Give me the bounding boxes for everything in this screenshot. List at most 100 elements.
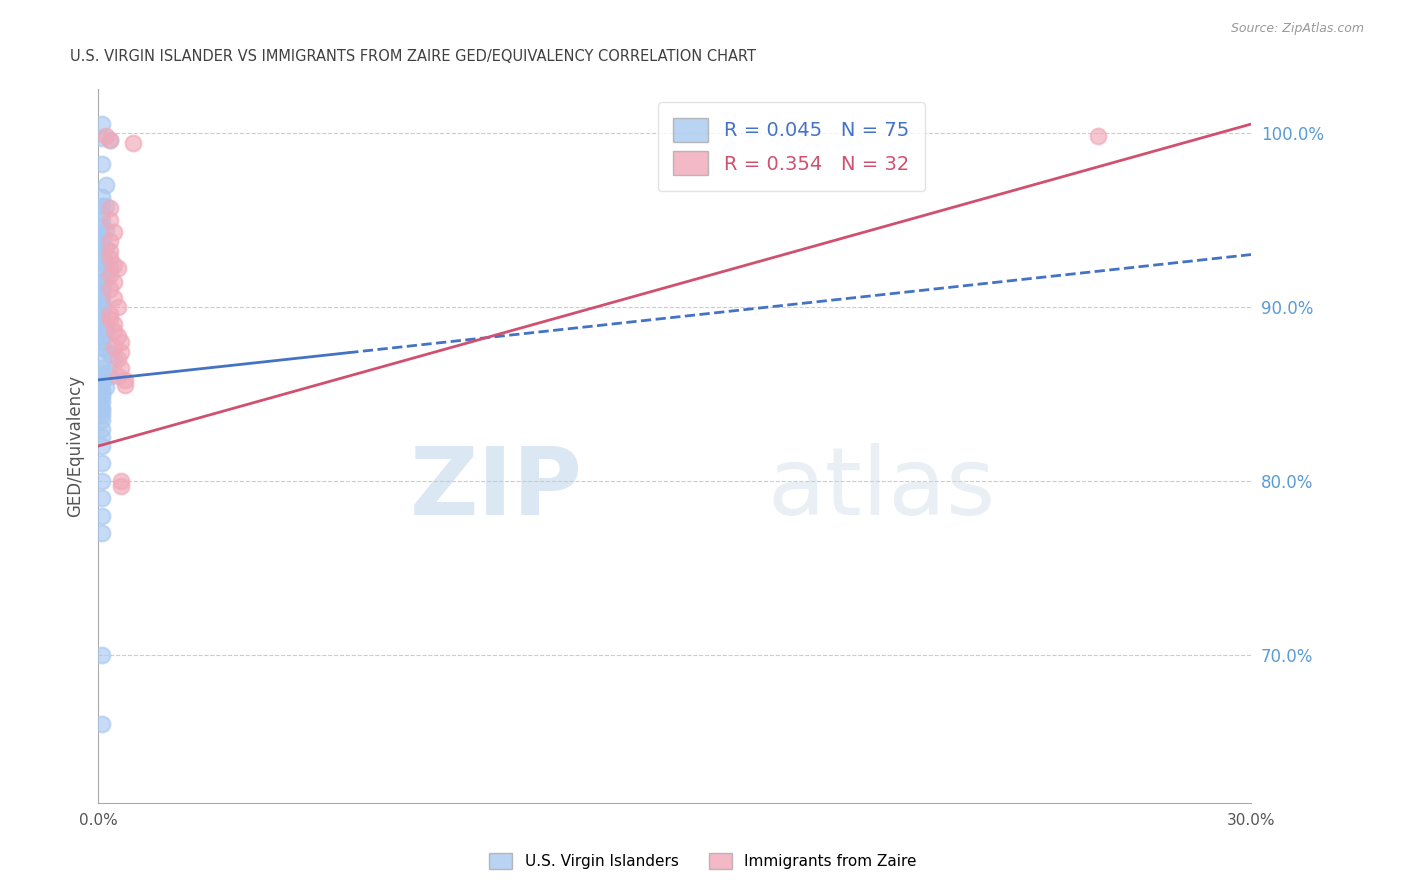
Point <box>91 310 114 325</box>
Point <box>91 199 114 213</box>
Point <box>91 526 114 541</box>
Point <box>91 376 114 391</box>
Point <box>91 404 114 418</box>
Point <box>94 223 117 237</box>
Point <box>91 234 114 248</box>
Text: atlas: atlas <box>768 442 995 535</box>
Point <box>91 395 114 409</box>
Point <box>91 401 114 415</box>
Point <box>91 648 114 662</box>
Text: Source: ZipAtlas.com: Source: ZipAtlas.com <box>1230 22 1364 36</box>
Point <box>98 251 121 265</box>
Point <box>103 324 125 338</box>
Point <box>91 307 114 321</box>
Point <box>91 278 114 293</box>
Point <box>91 131 114 145</box>
Point <box>103 317 125 331</box>
Text: ZIP: ZIP <box>409 442 582 535</box>
Point <box>91 408 114 422</box>
Point <box>91 717 114 731</box>
Point <box>110 345 132 359</box>
Point <box>98 369 121 384</box>
Point <box>91 244 114 258</box>
Point <box>94 326 117 340</box>
Point <box>91 413 114 427</box>
Point <box>107 329 129 343</box>
Point <box>91 508 114 523</box>
Point <box>94 129 117 144</box>
Point <box>94 343 117 358</box>
Point <box>94 272 117 286</box>
Point <box>98 268 121 283</box>
Point <box>91 373 114 387</box>
Point <box>107 351 129 366</box>
Point <box>98 307 121 321</box>
Point <box>103 351 125 366</box>
Legend: U.S. Virgin Islanders, Immigrants from Zaire: U.S. Virgin Islanders, Immigrants from Z… <box>484 847 922 875</box>
Point <box>91 206 114 220</box>
Point <box>103 276 125 290</box>
Point <box>91 491 114 506</box>
Point <box>103 340 125 354</box>
Point <box>91 303 114 318</box>
Point <box>94 199 117 213</box>
Point <box>91 386 114 401</box>
Point <box>91 254 114 268</box>
Point <box>98 133 121 147</box>
Text: U.S. VIRGIN ISLANDER VS IMMIGRANTS FROM ZAIRE GED/EQUIVALENCY CORRELATION CHART: U.S. VIRGIN ISLANDER VS IMMIGRANTS FROM … <box>70 49 756 64</box>
Point <box>94 380 117 394</box>
Point <box>91 293 114 307</box>
Point <box>91 314 114 328</box>
Point <box>94 318 117 333</box>
Point <box>91 227 114 241</box>
Point <box>91 390 114 404</box>
Point <box>91 317 114 331</box>
Point <box>98 212 121 227</box>
Point <box>91 296 114 310</box>
Point <box>110 334 132 349</box>
Point <box>114 373 136 387</box>
Point <box>91 157 114 171</box>
Point <box>91 355 114 369</box>
Point <box>91 322 114 336</box>
Legend: R = 0.045   N = 75, R = 0.354   N = 32: R = 0.045 N = 75, R = 0.354 N = 32 <box>658 103 925 191</box>
Point <box>91 289 114 303</box>
Point <box>94 178 117 192</box>
Point <box>91 300 114 314</box>
Point <box>91 384 114 398</box>
Point <box>91 360 114 375</box>
Point <box>91 439 114 453</box>
Point <box>114 378 136 392</box>
Point <box>91 421 114 435</box>
Point <box>91 252 114 267</box>
Point <box>94 366 117 380</box>
Point <box>91 268 114 283</box>
Point <box>91 265 114 279</box>
Y-axis label: GED/Equivalency: GED/Equivalency <box>66 375 84 517</box>
Point <box>91 329 114 343</box>
Point <box>91 212 114 227</box>
Point <box>91 282 114 296</box>
Point <box>98 234 121 248</box>
Point <box>94 256 117 270</box>
Point <box>91 251 114 265</box>
Point <box>103 225 125 239</box>
Point <box>94 241 117 255</box>
Point <box>103 258 125 272</box>
Point <box>98 133 121 147</box>
Point <box>91 276 114 290</box>
Point <box>91 474 114 488</box>
Point <box>98 244 121 258</box>
Point <box>1087 129 1109 144</box>
Point <box>91 430 114 444</box>
Point <box>91 285 114 300</box>
Point <box>122 136 145 150</box>
Point <box>91 249 114 263</box>
Point <box>110 479 132 493</box>
Point <box>91 117 114 131</box>
Point <box>107 369 129 384</box>
Point <box>91 340 114 354</box>
Point <box>91 219 114 234</box>
Point <box>91 230 114 244</box>
Point <box>107 300 129 314</box>
